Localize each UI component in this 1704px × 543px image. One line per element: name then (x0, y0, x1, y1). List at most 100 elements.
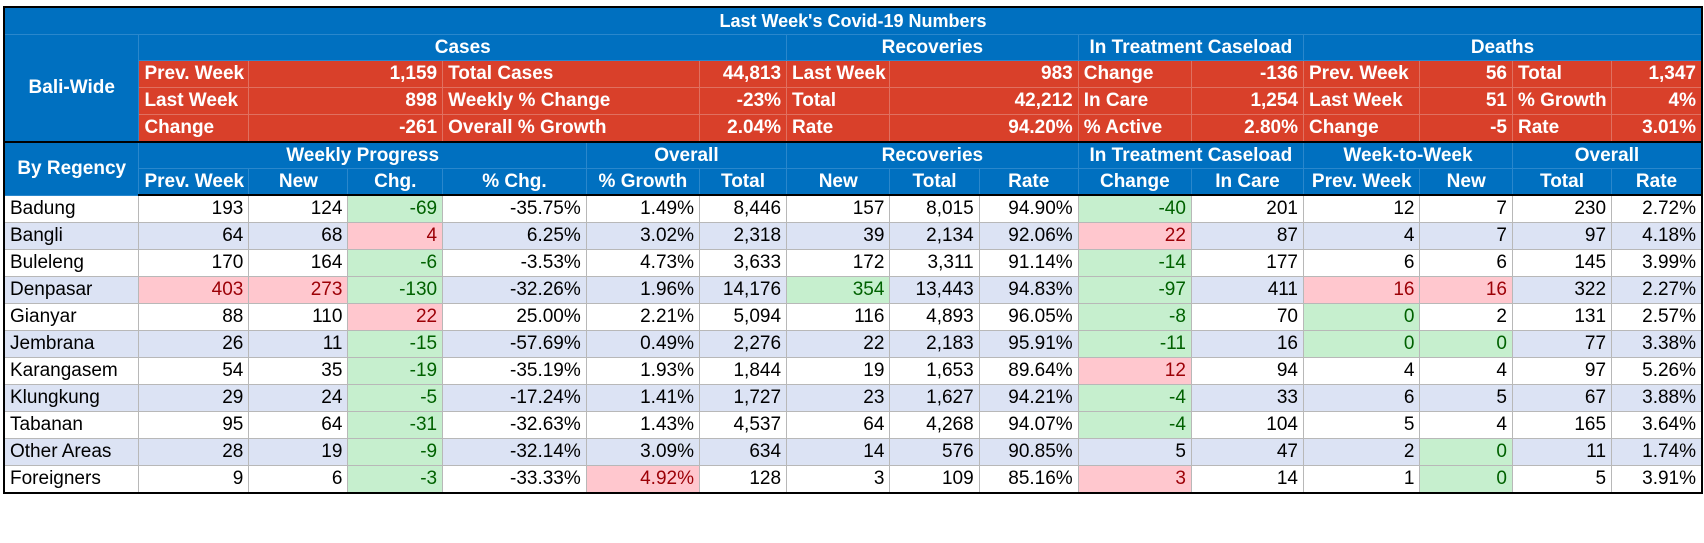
table-cell: -4 (1077, 384, 1192, 412)
table-cell: 109 (889, 465, 980, 494)
table-cell: -97 (1077, 276, 1192, 304)
regency-name: Jembrana (3, 330, 140, 358)
table-cell: 77 (1511, 330, 1613, 358)
bali-label: Total (786, 87, 891, 115)
group-overall-cases: Overall (585, 141, 788, 169)
table-cell: 16 (1302, 276, 1421, 304)
table-cell: 23 (786, 384, 891, 412)
bali-value: 983 (889, 60, 1079, 88)
table-cell: -5 (347, 384, 444, 412)
bali-label: Overall % Growth (442, 114, 700, 143)
table-cell: 4.18% (1611, 222, 1704, 250)
table-cell: 25.00% (442, 303, 587, 331)
table-cell: 22 (347, 303, 444, 331)
bali-label: Rate (1511, 114, 1613, 143)
table-cell: 3.91% (1611, 465, 1704, 494)
table-cell: 22 (786, 330, 891, 358)
table-cell: 4 (1302, 357, 1421, 385)
bali-label: Total (1511, 60, 1613, 88)
bali-label: Last Week (1302, 87, 1421, 115)
regency-name: Gianyar (3, 303, 140, 331)
table-cell: 3.64% (1611, 411, 1704, 439)
bali-value: 1,347 (1611, 60, 1704, 88)
table-cell: 97 (1511, 222, 1613, 250)
table-cell: 1 (1302, 465, 1421, 494)
table-cell: 172 (786, 249, 891, 277)
table-cell: 6 (1419, 249, 1513, 277)
table-cell: -11 (1077, 330, 1192, 358)
table-cell: 354 (786, 276, 891, 304)
table-cell: 68 (248, 222, 349, 250)
by-regency-label: By Regency (3, 141, 140, 196)
table-cell: 70 (1190, 303, 1305, 331)
table-cell: 64 (248, 411, 349, 439)
table-cell: 5 (1419, 384, 1513, 412)
table-cell: 0.49% (585, 330, 700, 358)
bali-value: 898 (248, 87, 444, 115)
table-cell: 92.06% (978, 222, 1079, 250)
table-cell: 24 (248, 384, 349, 412)
bali-value: 4% (1611, 87, 1704, 115)
column-header: Prev. Week (138, 168, 250, 196)
table-cell: 157 (786, 194, 891, 223)
table-cell: 94 (1190, 357, 1305, 385)
table-cell: 3.09% (585, 438, 700, 466)
table-cell: 85.16% (978, 465, 1079, 494)
bali-value: 1,159 (248, 60, 444, 88)
bali-value: 44,813 (698, 60, 788, 88)
group-treatment-regency: In Treatment Caseload (1077, 141, 1305, 169)
table-cell: 12 (1302, 194, 1421, 223)
table-cell: 170 (138, 249, 250, 277)
table-cell: 116 (786, 303, 891, 331)
table-cell: 4,893 (889, 303, 980, 331)
table-cell: 193 (138, 194, 250, 223)
bali-label: Weekly % Change (442, 87, 700, 115)
bali-label: Change (1077, 60, 1192, 88)
table-cell: 0 (1419, 465, 1513, 494)
table-cell: 87 (1190, 222, 1305, 250)
table-cell: 16 (1190, 330, 1305, 358)
table-cell: 2.72% (1611, 194, 1704, 223)
column-header: New (248, 168, 349, 196)
bali-label: Rate (786, 114, 891, 143)
bali-wide-label: Bali-Wide (3, 34, 140, 143)
table-cell: 5.26% (1611, 357, 1704, 385)
table-cell: 97 (1511, 357, 1613, 385)
table-cell: 3.38% (1611, 330, 1704, 358)
table-cell: 1,653 (889, 357, 980, 385)
bali-value: -5 (1419, 114, 1513, 143)
table-cell: 2 (1419, 303, 1513, 331)
table-cell: 4,537 (698, 411, 788, 439)
table-cell: 145 (1511, 249, 1613, 277)
table-cell: -9 (347, 438, 444, 466)
table-cell: -3 (347, 465, 444, 494)
regency-name: Buleleng (3, 249, 140, 277)
bali-value: 94.20% (889, 114, 1079, 143)
table-cell: 403 (138, 276, 250, 304)
table-cell: 64 (786, 411, 891, 439)
table-cell: 6 (1302, 384, 1421, 412)
column-header: Rate (1611, 168, 1704, 196)
table-cell: 2,318 (698, 222, 788, 250)
bali-value: 2.04% (698, 114, 788, 143)
table-cell: 64 (138, 222, 250, 250)
table-cell: 22 (1077, 222, 1192, 250)
group-in-treatment: In Treatment Caseload (1077, 34, 1305, 61)
table-cell: 6 (248, 465, 349, 494)
group-overall-deaths: Overall (1511, 141, 1703, 169)
table-cell: 230 (1511, 194, 1613, 223)
column-header: In Care (1190, 168, 1305, 196)
table-cell: 1.96% (585, 276, 700, 304)
table-cell: -6 (347, 249, 444, 277)
regency-name: Klungkung (3, 384, 140, 412)
table-cell: 3.02% (585, 222, 700, 250)
table-cell: 5 (1077, 438, 1192, 466)
table-cell: 13,443 (889, 276, 980, 304)
column-header: Chg. (347, 168, 444, 196)
table-cell: 2.21% (585, 303, 700, 331)
table-cell: 2 (1302, 438, 1421, 466)
table-cell: 273 (248, 276, 349, 304)
bali-value: 56 (1419, 60, 1513, 88)
table-cell: 110 (248, 303, 349, 331)
table-cell: 1.74% (1611, 438, 1704, 466)
